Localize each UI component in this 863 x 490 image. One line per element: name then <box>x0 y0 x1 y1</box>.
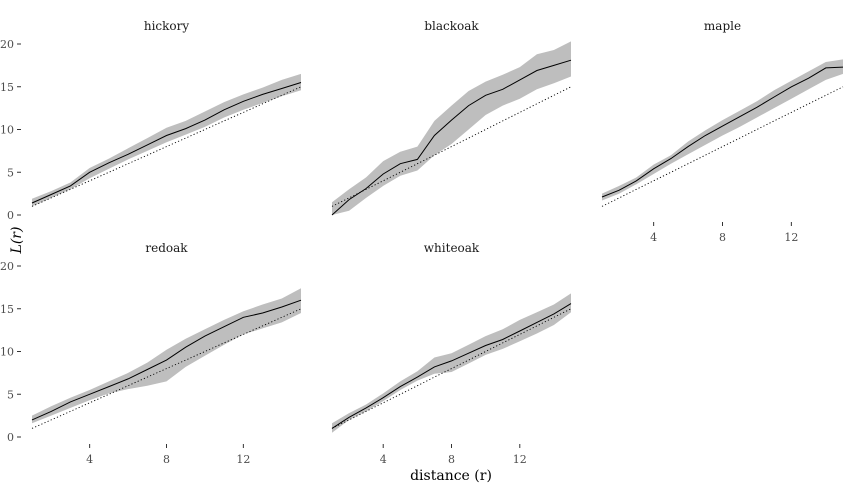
y-axis-title: L(r) <box>9 227 25 255</box>
facet-panel-maple: maple 4 8 12 <box>601 19 844 244</box>
panel-title: hickory <box>144 19 190 33</box>
y-tick-label: 10 <box>0 124 14 137</box>
theoretical-line <box>331 86 572 207</box>
y-tick-label: 10 <box>0 346 14 359</box>
y-tick-label: 5 <box>7 388 14 401</box>
facet-panel-whiteoak: whiteoak 4 8 12 <box>331 241 572 466</box>
panel-title: whiteoak <box>424 241 480 255</box>
panel-title: maple <box>704 19 741 33</box>
x-tick-label: 4 <box>650 231 657 244</box>
y-tick-label: 15 <box>0 81 14 94</box>
y-tick-label: 20 <box>0 38 14 51</box>
x-tick-label: 4 <box>86 453 93 466</box>
y-tick-label: 15 <box>0 303 14 316</box>
observed-line <box>601 66 844 198</box>
observed-line <box>31 82 302 204</box>
envelope-band <box>602 59 843 201</box>
envelope-band <box>332 293 571 433</box>
x-tick-label: 8 <box>719 231 726 244</box>
panel-grid: hickory 0 5 10 15 20 blackoak maple 4 8 12 redoak 0 5… <box>0 19 844 466</box>
facet-panel-hickory: hickory 0 5 10 15 20 <box>0 19 302 222</box>
observed-line <box>331 59 572 216</box>
x-tick-label: 12 <box>784 231 798 244</box>
observed-line <box>31 299 302 421</box>
envelope-band <box>32 288 301 424</box>
theoretical-line <box>331 308 572 429</box>
theoretical-line <box>31 308 302 429</box>
x-tick-label: 12 <box>513 453 527 466</box>
x-tick-label: 12 <box>236 453 250 466</box>
facet-panel-redoak: redoak 0 5 10 15 20 4 8 12 <box>0 241 302 466</box>
x-tick-label: 8 <box>163 453 170 466</box>
envelope-band <box>32 73 301 207</box>
theoretical-line <box>601 86 844 207</box>
theoretical-line <box>31 86 302 207</box>
panel-title: redoak <box>145 241 188 255</box>
y-tick-label: 0 <box>7 431 14 444</box>
x-tick-label: 4 <box>380 453 387 466</box>
y-tick-label: 0 <box>7 209 14 222</box>
panel-title: blackoak <box>424 19 479 33</box>
envelope-band <box>332 41 571 216</box>
observed-line <box>331 303 572 429</box>
x-axis-title: distance (r) <box>410 468 492 484</box>
x-tick-label: 8 <box>448 453 455 466</box>
facet-panel-blackoak: blackoak <box>331 19 572 216</box>
y-tick-label: 20 <box>0 260 14 273</box>
y-tick-label: 5 <box>7 166 14 179</box>
